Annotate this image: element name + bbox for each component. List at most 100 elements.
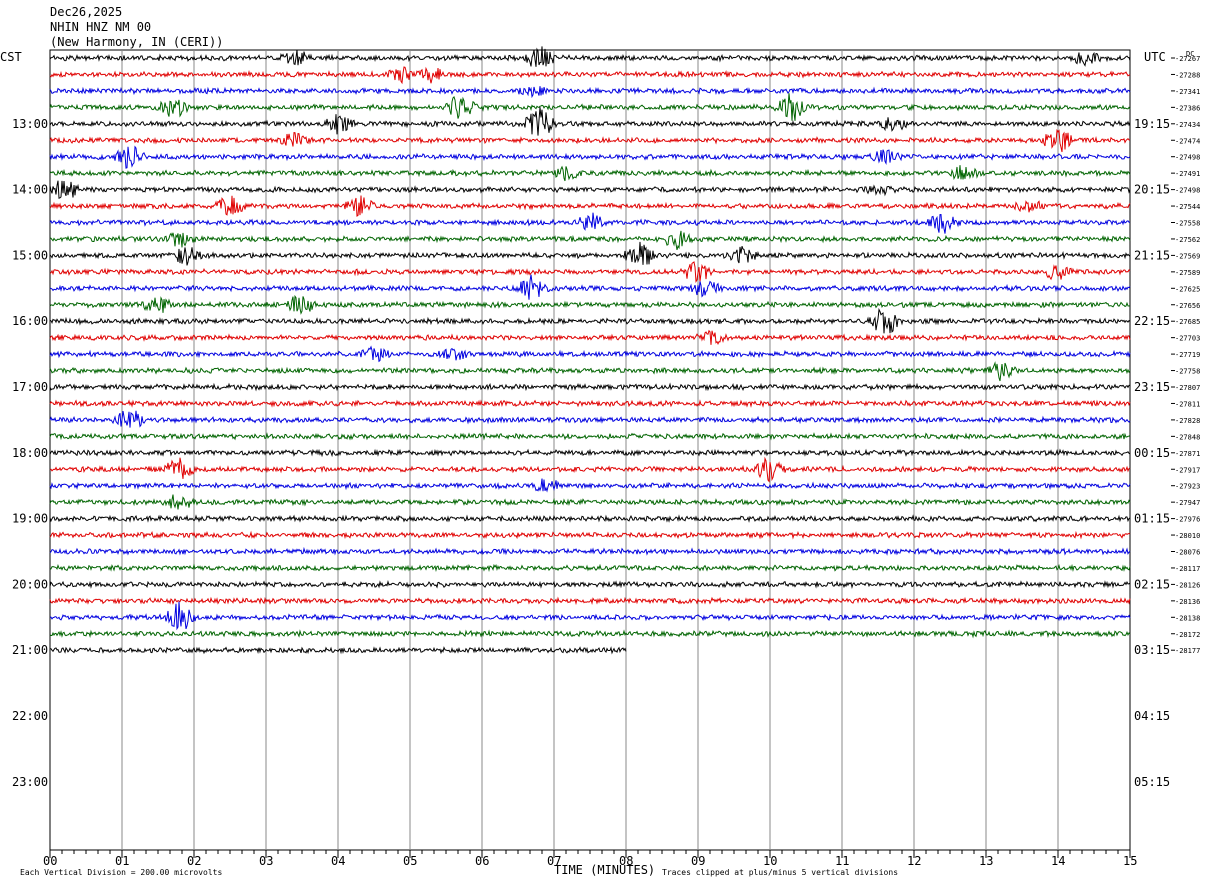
trace-line	[49, 180, 1131, 199]
dc-offset-label: -27569	[1175, 252, 1200, 260]
x-tick-label: 07	[547, 854, 561, 868]
left-timezone-label: CST	[0, 50, 22, 64]
trace-line	[49, 399, 1131, 408]
x-tick-label: 00	[43, 854, 57, 868]
trace-line	[49, 579, 1131, 590]
trace-line	[49, 410, 1131, 428]
trace-line	[49, 107, 1131, 136]
dc-offset-label: -27947	[1175, 499, 1200, 507]
trace-line	[49, 230, 1131, 251]
dc-offset-label: -27871	[1175, 450, 1200, 458]
dc-offset-label: -27828	[1175, 417, 1200, 425]
trace-line	[49, 128, 1131, 153]
dc-offset-label: -27498	[1175, 187, 1200, 195]
trace-line	[49, 241, 1131, 266]
x-tick-label: 14	[1051, 854, 1065, 868]
dc-offset-label: -27807	[1175, 384, 1200, 392]
x-tick-label: 04	[331, 854, 345, 868]
trace-line	[49, 93, 1131, 121]
x-tick-label: 08	[619, 854, 633, 868]
x-tick-label: 03	[259, 854, 273, 868]
right-time-label: 21:15	[1134, 248, 1170, 262]
dc-offset-label: -27386	[1175, 104, 1200, 112]
trace-line	[49, 514, 1131, 523]
dc-offset-label: -27703	[1175, 335, 1200, 343]
x-tick-label: 12	[907, 854, 921, 868]
left-time-label: 20:00	[12, 577, 48, 591]
trace-line	[49, 494, 1131, 510]
trace-line	[49, 629, 1131, 639]
dc-offset-label: -27923	[1175, 483, 1200, 491]
left-time-label: 19:00	[12, 512, 48, 526]
left-time-label: 14:00	[12, 183, 48, 197]
trace-line	[49, 432, 1131, 441]
right-time-label: 00:15	[1134, 446, 1170, 460]
x-tick-label: 05	[403, 854, 417, 868]
dc-offset-label: -27811	[1175, 400, 1200, 408]
trace-line	[49, 478, 1131, 493]
trace-line	[49, 329, 1131, 345]
dc-offset-label: -28138	[1175, 614, 1200, 622]
trace-line	[49, 596, 1131, 606]
trace-line	[49, 382, 1131, 392]
dc-offset-label: -27917	[1175, 466, 1200, 474]
dc-offset-label: -28117	[1175, 565, 1200, 573]
dc-offset-label: -27848	[1175, 433, 1200, 441]
left-time-label: 23:00	[12, 775, 48, 789]
dc-offset-label: -27544	[1175, 203, 1200, 211]
right-time-label: 23:15	[1134, 380, 1170, 394]
dc-offset-label: -27656	[1175, 302, 1200, 310]
dc-offset-label: -28010	[1175, 532, 1200, 540]
trace-line	[49, 66, 1131, 85]
dc-offset-label: -28172	[1175, 631, 1200, 639]
trace-line	[49, 165, 1131, 182]
dc-offset-label: -28177	[1175, 647, 1200, 655]
x-tick-label: 13	[979, 854, 993, 868]
trace-line	[49, 601, 1131, 631]
x-tick-label: 01	[115, 854, 129, 868]
x-tick-label: 09	[691, 854, 705, 868]
right-time-label: 05:15	[1134, 775, 1170, 789]
dc-offset-label: -27341	[1175, 88, 1200, 96]
trace-line	[49, 563, 1131, 573]
trace-line	[49, 307, 1131, 334]
right-time-label: 04:15	[1134, 709, 1170, 723]
dc-offset-label: -27719	[1175, 351, 1200, 359]
left-time-label: 22:00	[12, 709, 48, 723]
trace-line	[49, 261, 1131, 283]
dc-offset-label: -27498	[1175, 154, 1200, 162]
plot-grid	[49, 49, 1131, 851]
dc-offset-label: -27288	[1175, 71, 1200, 79]
dc-offset-label: -27976	[1175, 516, 1200, 524]
dc-label: DC	[1186, 50, 1194, 58]
dc-offset-label: -27434	[1175, 121, 1200, 129]
trace-line	[49, 46, 1131, 67]
left-time-labels: 13:00 14:00 15:00 16:00 17:00 18:00 19:00 20:00…	[12, 117, 48, 789]
trace-line	[49, 145, 1131, 169]
dc-offset-label: -28076	[1175, 549, 1200, 557]
x-tick-label: 11	[835, 854, 849, 868]
dc-offset-label: -27625	[1175, 285, 1200, 293]
left-time-label: 13:00	[12, 117, 48, 131]
clip-note: Traces clipped at plus/minus 5 vertical …	[662, 868, 898, 877]
trace-line	[49, 86, 1131, 99]
x-axis-label: TIME (MINUTES)	[554, 863, 655, 877]
right-time-label: 19:15	[1134, 117, 1170, 131]
trace-group	[49, 46, 1131, 655]
scale-note: Each Vertical Division = 200.00 microvol…	[20, 868, 222, 877]
x-tick-label: 06	[475, 854, 489, 868]
right-time-label: 22:15	[1134, 314, 1170, 328]
right-time-labels: 19:15 20:15 21:15 22:15 23:15 00:15 01:15 02:15…	[1134, 117, 1170, 789]
right-timezone-label: UTC	[1144, 50, 1166, 64]
trace-line	[49, 195, 1131, 217]
date-label: Dec26,2025	[50, 5, 122, 19]
trace-line	[49, 530, 1131, 540]
right-time-label: 20:15	[1134, 183, 1170, 197]
trace-line	[49, 361, 1131, 382]
trace-line	[49, 456, 1131, 483]
trace-line	[49, 448, 1131, 458]
left-time-label: 21:00	[12, 643, 48, 657]
x-tick-label: 10	[763, 854, 777, 868]
left-time-label: 17:00	[12, 380, 48, 394]
